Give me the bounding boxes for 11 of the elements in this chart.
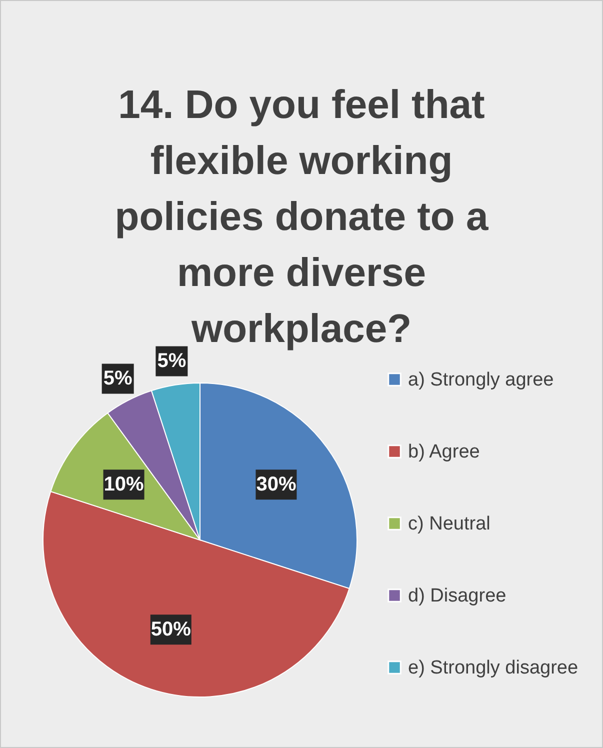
- data-label: 50%: [150, 618, 192, 641]
- data-label: 5%: [103, 368, 132, 390]
- legend-label: b) Agree: [408, 442, 480, 462]
- data-label: 30%: [256, 474, 296, 496]
- legend-label: e) Strongly disagree: [408, 658, 578, 678]
- legend-label: c) Neutral: [408, 514, 490, 534]
- legend-label: d) Disagree: [408, 586, 506, 606]
- chart-title: 14. Do you feel that flexible working policies donate to a more diverse workplace?: [114, 83, 489, 351]
- data-label: 5%: [157, 350, 186, 372]
- legend-label: a) Strongly agree: [408, 370, 554, 390]
- data-label: 10%: [104, 474, 144, 496]
